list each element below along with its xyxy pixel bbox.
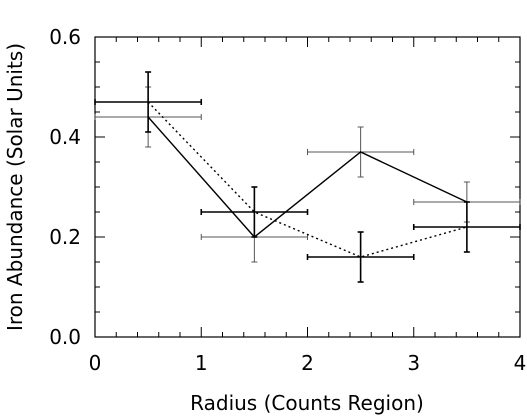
y-tick-label: 0.6 xyxy=(49,25,81,49)
series-line-solid xyxy=(147,116,468,238)
data-point xyxy=(359,256,362,258)
axis-tick-labels: 0 1 2 3 4 0.0 0.2 0.4 0.6 xyxy=(49,25,526,375)
data-point xyxy=(466,226,468,228)
x-tick-label: 1 xyxy=(195,351,208,375)
x-tick-label: 2 xyxy=(301,351,314,375)
x-tick-label: 4 xyxy=(514,351,527,375)
series-dotted xyxy=(94,71,521,283)
series-line-dotted xyxy=(147,101,468,258)
axis-ticks xyxy=(94,36,521,338)
data-point xyxy=(359,151,362,153)
x-axis-title: Radius (Counts Region) xyxy=(190,391,424,415)
y-tick-label: 0.2 xyxy=(49,225,81,249)
data-point xyxy=(253,211,256,213)
x-tick-label: 0 xyxy=(89,351,102,375)
y-tick-label: 0.4 xyxy=(49,125,81,149)
plot-frame xyxy=(94,36,521,338)
y-axis-title: Iron Abundance (Solar Units) xyxy=(3,43,27,331)
y-tick-label: 0.0 xyxy=(49,325,81,349)
data-point xyxy=(147,101,149,103)
data-series xyxy=(94,71,521,283)
x-tick-label: 3 xyxy=(407,351,420,375)
